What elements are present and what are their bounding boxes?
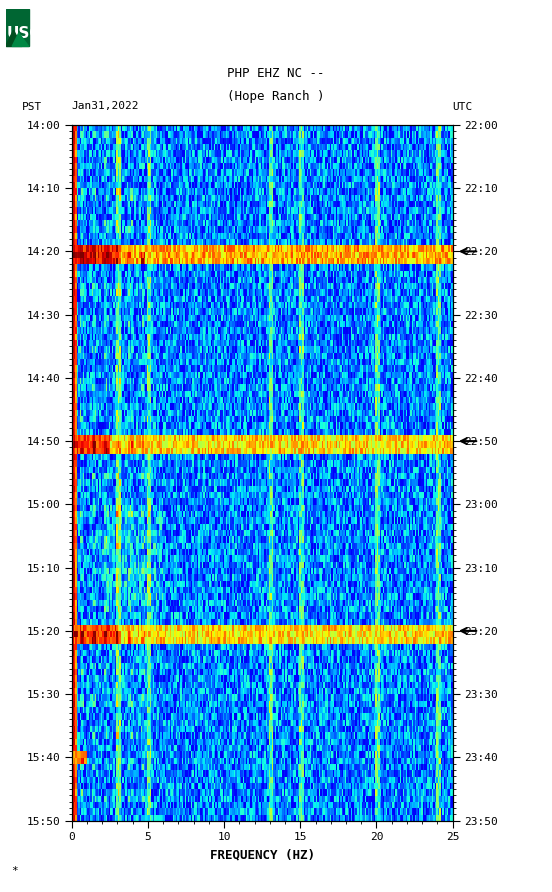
Text: UTC: UTC (453, 102, 473, 112)
Text: USGS: USGS (7, 26, 54, 40)
Text: PHP EHZ NC --: PHP EHZ NC -- (227, 67, 325, 80)
Bar (6, 9, 29, 46)
Polygon shape (12, 33, 29, 46)
Text: Jan31,2022: Jan31,2022 (72, 102, 139, 112)
X-axis label: FREQUENCY (HZ): FREQUENCY (HZ) (210, 848, 315, 861)
Text: (Hope Ranch ): (Hope Ranch ) (227, 89, 325, 103)
Polygon shape (6, 30, 22, 46)
Text: *: * (11, 866, 18, 876)
Text: PST: PST (22, 102, 43, 112)
